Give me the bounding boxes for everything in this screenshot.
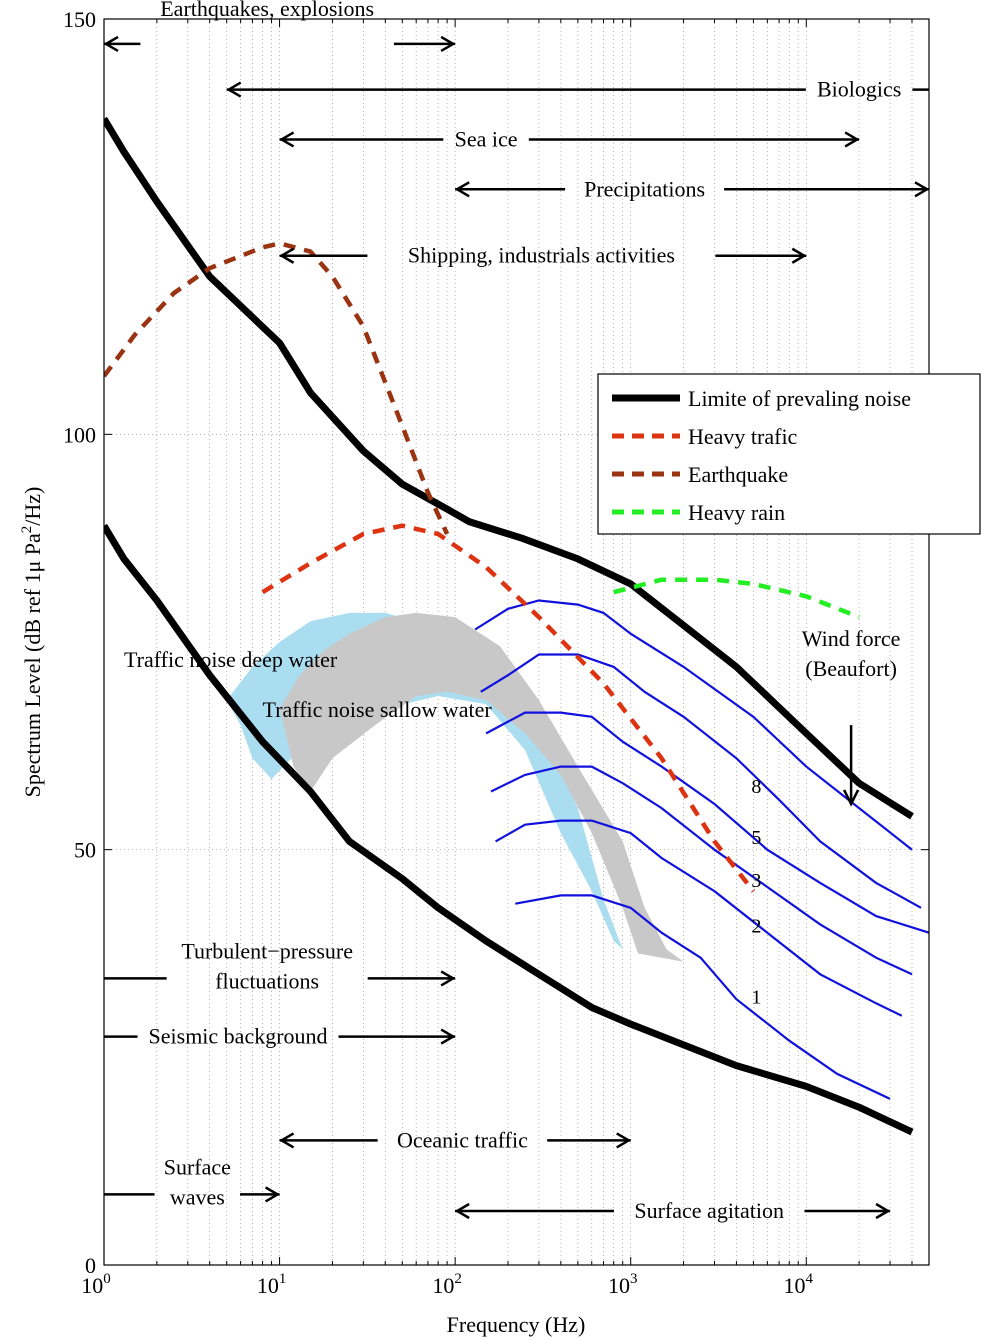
annotation-arrow-head [226,81,242,98]
y-axis-label-sup: 2 [19,526,35,534]
annotation-arrow-head [844,131,860,148]
annotation-label: fluctuations [215,968,319,993]
wind-force-curve [495,819,903,1017]
x-tick-label: 104 [784,1271,814,1298]
wind-force-arrow-head [842,789,860,807]
annotation-arrow-head [440,970,456,987]
legend-label: Limite of prevaling noise [688,386,911,411]
annotation-label: Seismic background [149,1024,328,1049]
annotation-label: Biologics [817,77,901,102]
x-tick-label: 103 [608,1271,638,1298]
annotation-arrow-head [454,181,470,198]
legend: Limite of prevaling noise Heavy trafic Ear… [597,373,981,535]
beaufort-label: 3 [751,870,761,892]
series-earthquake [104,241,450,535]
legend-label: Heavy rain [688,500,785,525]
wind-force-curve [480,653,922,909]
y-axis-label-main: Spectrum Level (dB ref 1μ Pa [20,533,45,797]
annotation-label: Shipping, industrials activities [408,243,675,268]
wind-force-curve [485,711,929,934]
legend-label: Heavy trafic [688,424,798,449]
region-label: Traffic noise deep water [124,647,338,672]
annotation-arrow-head [440,1028,456,1045]
plot-frame [103,18,930,1266]
y-tick-label: 0 [85,1253,96,1278]
x-axis-label: Frequency (Hz) [447,1312,586,1337]
annotation-label: Precipitations [584,176,705,201]
annotation-arrow-head [264,1186,281,1203]
region-layer [226,612,684,962]
x-tick-label: 100 [81,1271,111,1298]
annotation-label: Turbulent−pressure [181,938,353,963]
beaufort-labels: 8 5 3 2 1 Wind force (Beaufort) [751,626,900,1008]
series-limite-of-prevaling-noise [104,116,914,820]
wind-force-curve [515,894,891,1100]
y-tick-label: 100 [63,422,96,447]
series-limite-of-prevaling-noise [104,523,914,1136]
annotation-arrow-head [279,1132,295,1149]
annotation-arrow-head [914,181,930,198]
wind-force-layer [474,599,929,1100]
wind-force-curve [490,765,913,976]
grid [104,19,929,1265]
x-tick-label: 102 [432,1271,462,1298]
beaufort-label: 2 [751,916,761,938]
x-tick-label: 101 [257,1271,287,1298]
y-tick-label: 50 [74,838,96,863]
beaufort-label: 1 [751,986,761,1008]
annotation-label: Surface agitation [634,1198,784,1223]
axis-ticks: 0 50 100 150 100 101 102 103 104 [63,7,929,1298]
beaufort-label: 8 [751,776,761,798]
annotation-arrow-head [875,1202,891,1220]
annotation-arrow-head [279,247,295,264]
region-label: Traffic noise sallow water [263,697,493,722]
annotation-arrow-head [440,35,456,52]
y-tick-label: 150 [63,7,96,32]
y-axis-label: Spectrum Level (dB ref 1μ Pa2/Hz) [19,487,45,798]
annotation-layer: Traffic noise deep water Traffic noise sa… [103,0,930,1223]
annotation-label: waves [170,1184,225,1209]
y-axis-label-end: /Hz) [20,487,45,526]
annotation-arrow-head [791,247,807,264]
plot-background [104,19,929,1265]
annotation-label: Earthquakes, explosions [160,0,374,21]
series-layer [104,116,914,1136]
wind-force-curve [474,599,913,851]
annotation-label: Sea ice [455,126,518,151]
region-traffic-noise-sallow-water [279,612,684,962]
beaufort-label: 5 [751,827,761,849]
annotation-label: Oceanic traffic [397,1127,528,1152]
annotation-arrow-head [103,35,119,52]
annotation-label: Surface [164,1154,231,1179]
legend-label: Earthquake [688,462,788,487]
annotation-arrow-head [454,1202,470,1220]
wind-force-label: (Beaufort) [805,656,897,681]
wind-force-label: Wind force [802,626,901,651]
annotation-arrow-head [616,1132,632,1149]
annotation-arrow-head [279,131,295,148]
